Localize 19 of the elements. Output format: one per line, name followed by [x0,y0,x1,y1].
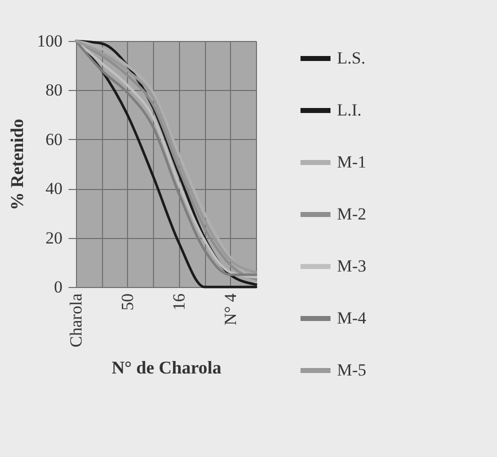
x-axis-title: N° de Charola [112,357,222,378]
legend-label: M-3 [337,256,366,276]
y-tick-label: 40 [46,179,62,198]
legend-label: M-4 [337,308,367,328]
legend-label: M-1 [337,152,366,172]
legend-label: M-5 [337,360,366,380]
legend-label: L.S. [337,48,366,68]
x-tick-label: 16 [169,294,188,310]
legend-label: L.I. [337,100,362,120]
y-axis-title: % Retenido [7,118,27,210]
x-tick-label: N° 4 [220,293,240,326]
legend-label: M-2 [337,204,366,224]
y-tick-label: 80 [46,80,62,100]
y-tick-label: 20 [46,228,62,248]
y-tick-label: 100 [37,32,62,50]
x-tick-label: 50 [118,294,137,310]
x-tick-label: Charola [66,293,86,348]
y-tick-label: 60 [46,130,62,149]
y-tick-label: 0 [54,278,62,296]
